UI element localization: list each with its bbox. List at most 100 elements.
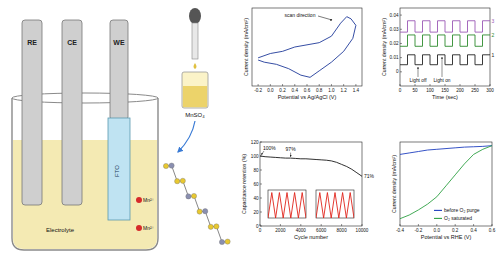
x-tick-label: 1.2	[340, 88, 347, 93]
series-group	[260, 156, 362, 176]
annotation-arrow	[290, 153, 291, 157]
x-tick-label: 250	[471, 88, 479, 93]
annotation: Light off	[410, 78, 428, 83]
x-tick	[280, 224, 281, 226]
series-group	[316, 193, 354, 218]
chart: 05010015020025030000.010.020.030.04Time …	[381, 8, 495, 100]
chain-atom	[163, 163, 168, 168]
y-tick	[400, 43, 402, 44]
series-group	[400, 21, 490, 65]
annotation-arrow	[262, 151, 265, 155]
series-line	[258, 17, 356, 78]
series-line	[400, 35, 490, 46]
x-tick-label: 10000	[356, 228, 369, 233]
x-tick	[475, 84, 476, 86]
series-line	[400, 146, 492, 155]
chain-atom	[169, 163, 174, 168]
legend-swatch	[434, 218, 442, 219]
plot-frame	[252, 8, 362, 86]
pipette-bulb	[189, 8, 201, 24]
y-tick	[400, 57, 402, 58]
plot-frame	[316, 190, 354, 218]
canvas: RECEWEFTOElectrolyteMn²⁺Mn²⁺MnSO₄-0.20.0…	[0, 0, 500, 260]
y-tick	[260, 198, 262, 199]
x-tick	[341, 224, 342, 226]
x-tick	[460, 84, 461, 86]
y-tick-label: 0	[256, 224, 259, 229]
x-tick	[445, 84, 446, 86]
x-tick	[321, 224, 322, 226]
y-tick	[400, 15, 402, 16]
y-tick	[260, 184, 262, 185]
y-tick	[260, 142, 262, 143]
annotation-arrow	[318, 16, 332, 20]
legend-swatch	[434, 210, 442, 211]
y-tick-label: 0.04	[390, 13, 399, 18]
reagent-label: MnSO₄	[185, 112, 205, 118]
y-tick-label: 0	[396, 69, 399, 74]
x-tick	[400, 84, 401, 86]
y-axis-label: Current density (mA/cm²)	[381, 18, 387, 76]
series-group	[268, 193, 306, 218]
y-tick	[260, 170, 262, 171]
ion-label: Mn²⁺	[143, 225, 155, 231]
chart	[268, 190, 306, 218]
y-tick-label: 0.03	[390, 27, 399, 32]
series-line	[400, 146, 492, 219]
y-tick-label: 20	[253, 210, 259, 215]
chain-atom	[191, 193, 196, 198]
series-group	[258, 17, 356, 78]
electrode-label: RE	[27, 39, 37, 46]
series-group	[400, 146, 492, 219]
series-line	[400, 55, 490, 65]
x-tick-label: 1.0	[328, 88, 335, 93]
chain-atom	[180, 178, 185, 183]
y-tick	[400, 71, 402, 72]
annotation: Light on	[433, 78, 450, 83]
chain-atom	[225, 239, 230, 244]
chain-atom	[203, 209, 208, 214]
x-tick-label: 0.0	[434, 228, 441, 233]
x-tick	[319, 84, 320, 86]
x-tick-label: 0.4	[470, 228, 477, 233]
plot-frame	[400, 8, 490, 86]
series-label: 1	[492, 52, 495, 58]
x-tick	[300, 224, 301, 226]
x-tick-label: 50	[412, 88, 418, 93]
pipette-tube	[192, 23, 198, 59]
x-tick-label: 0.0	[267, 88, 274, 93]
electrochemical-cell: RECEWEFTOElectrolyteMn²⁺Mn²⁺MnSO₄	[12, 8, 230, 250]
plot-frame	[400, 142, 492, 226]
x-axis-label: Cycle number	[294, 234, 328, 240]
x-tick-label: 0.8	[316, 88, 323, 93]
x-tick-label: 0.2	[279, 88, 286, 93]
x-tick-label: 100	[426, 88, 434, 93]
x-tick-label: 0.4	[292, 88, 299, 93]
chain-atom	[208, 224, 213, 229]
chain-atom	[197, 209, 202, 214]
y-tick-label: 0.02	[390, 41, 399, 46]
x-tick	[436, 224, 437, 226]
x-tick	[331, 84, 332, 86]
series-line	[260, 156, 362, 176]
y-tick-label: 40	[253, 196, 259, 201]
series-line	[316, 193, 354, 218]
electrode-label: CE	[67, 39, 77, 46]
electrode-rod	[110, 20, 128, 120]
vial-liquid	[183, 86, 207, 107]
annotation-arrow	[442, 57, 443, 77]
x-tick-label: 8000	[336, 228, 347, 233]
series-line	[400, 21, 490, 32]
y-axis-label: Capacitance retention (%)	[241, 154, 247, 214]
x-tick	[307, 84, 308, 86]
x-tick-label: -0.2	[254, 88, 262, 93]
y-tick-label: 100	[251, 154, 259, 159]
annotation: 71%	[364, 173, 375, 179]
droplet	[194, 63, 197, 69]
x-tick	[400, 224, 401, 226]
y-tick-label: 120	[251, 140, 259, 145]
y-tick	[400, 29, 402, 30]
x-tick-label: 1.4	[353, 88, 360, 93]
x-tick-label: 0.6	[489, 228, 496, 233]
x-tick	[362, 224, 363, 226]
